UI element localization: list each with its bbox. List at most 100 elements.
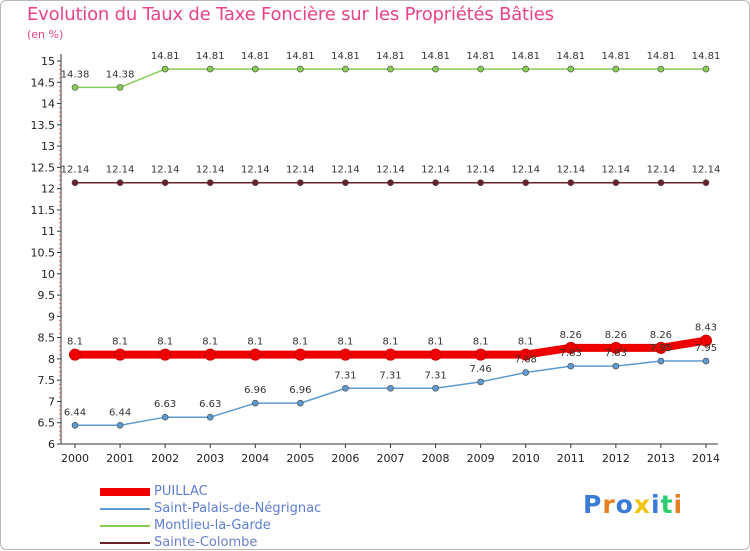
data-label: 12.14: [421, 165, 450, 176]
data-point: [114, 348, 127, 361]
data-point: [294, 348, 307, 361]
series-labels: 8.1 8.1 8.1 8.1 8.1 8.1 8.1 8.1 8.1 8.1 8.1 8.26 8.2…: [67, 323, 717, 348]
data-point: [564, 341, 577, 354]
data-point: [522, 65, 530, 73]
data-label: 14.81: [556, 51, 585, 62]
data-label: 14.81: [692, 51, 721, 62]
data-label: 6.44: [109, 407, 131, 418]
data-label: 6.63: [199, 399, 221, 410]
data-point: [609, 341, 622, 354]
legend-item: PUILLAC: [100, 483, 321, 500]
x-tick-label: 2011: [557, 452, 585, 465]
x-tick-label: 2014: [692, 452, 720, 465]
data-label: 12.14: [376, 165, 405, 176]
data-label: 7.68: [515, 355, 537, 366]
data-label: 7.31: [334, 370, 356, 381]
legend-item: Sainte-Colombe: [100, 534, 321, 551]
data-label: 14.81: [647, 51, 676, 62]
data-point: [657, 65, 665, 73]
series-puillac: [69, 334, 712, 361]
data-point: [567, 179, 575, 187]
data-label: 12.14: [647, 165, 676, 176]
data-point: [702, 65, 710, 73]
data-point: [161, 413, 169, 421]
data-label: 14.81: [421, 51, 450, 62]
data-label: 14.81: [286, 51, 315, 62]
data-point: [519, 348, 532, 361]
data-point: [161, 179, 169, 187]
legend-label: Sainte-Colombe: [154, 534, 258, 550]
data-point: [206, 413, 214, 421]
x-tick-label: 2000: [61, 452, 89, 465]
data-label: 6.96: [244, 385, 266, 396]
legend-item: Saint-Palais-de-Négrignac: [100, 500, 321, 517]
x-tick-label: 2012: [602, 452, 630, 465]
legend-label: PUILLAC: [154, 483, 208, 499]
data-label: 14.81: [241, 51, 270, 62]
data-label: 8.26: [650, 330, 672, 341]
legend-label: Saint-Palais-de-Négrignac: [154, 500, 322, 516]
x-tick-label: 2003: [196, 452, 224, 465]
data-label: 12.14: [466, 165, 495, 176]
data-label: 12.14: [196, 165, 225, 176]
x-tick-label: 2004: [241, 452, 269, 465]
data-label: 12.14: [61, 165, 90, 176]
x-tick-label: 2009: [467, 452, 495, 465]
legend-swatch: [100, 507, 150, 510]
legend-swatch: [100, 487, 150, 496]
data-label: 8.1: [67, 337, 83, 348]
x-tick-label: 2005: [286, 452, 314, 465]
data-label: 8.26: [605, 330, 627, 341]
data-label: 8.1: [247, 337, 263, 348]
data-point: [251, 399, 259, 407]
data-label: 12.14: [556, 165, 585, 176]
y-tick-label: 7: [48, 395, 55, 408]
data-point: [161, 65, 169, 73]
chart-title: Evolution du Taux de Taxe Foncière sur l…: [27, 4, 554, 25]
data-label: 8.1: [157, 337, 173, 348]
data-point: [342, 384, 349, 392]
data-point: [297, 179, 304, 187]
data-point: [657, 357, 665, 365]
logo-letter: r: [602, 490, 616, 519]
logo-letter: P: [583, 490, 603, 519]
x-tick-label: 2001: [106, 452, 134, 465]
data-point: [69, 348, 81, 361]
data-point: [71, 179, 79, 187]
legend-label: Montlieu-la-Garde: [154, 517, 271, 533]
y-tick-label: 12.5: [31, 161, 56, 174]
y-tick-label: 14.5: [31, 76, 56, 89]
x-tick-label: 2006: [331, 452, 359, 465]
data-label: 12.14: [511, 165, 540, 176]
logo-letter: x: [633, 490, 651, 519]
data-label: 8.26: [560, 330, 582, 341]
data-point: [657, 179, 665, 187]
data-point: [612, 65, 620, 73]
data-label: 8.1: [112, 337, 128, 348]
logo-letter: o: [615, 490, 634, 519]
data-point: [432, 384, 439, 392]
x-tick-label: 2002: [151, 452, 179, 465]
data-label: 7.83: [560, 348, 582, 359]
data-label: 7.46: [470, 364, 492, 375]
data-point: [71, 421, 79, 429]
data-point: [477, 378, 484, 386]
series-sainte-colombe: [71, 179, 710, 187]
data-point: [249, 348, 262, 361]
series-layer: 8.1 8.1 8.1 8.1 8.1 8.1 8.1 8.1 8.1 8.1 8.1 8.26 8.2…: [61, 51, 721, 429]
y-tick-label: 10: [41, 268, 55, 281]
data-point: [477, 65, 484, 73]
data-label: 6.44: [64, 407, 86, 418]
series-labels: 12.14 12.14 12.14 12.14 12.14 12.14 12.14 12.14…: [61, 165, 721, 176]
data-label: 12.14: [151, 165, 180, 176]
data-point: [612, 362, 620, 370]
data-point: [477, 179, 484, 187]
data-point: [297, 65, 304, 73]
data-point: [432, 65, 439, 73]
data-label: 14.81: [376, 51, 405, 62]
data-point: [700, 334, 712, 347]
data-label: 12.14: [692, 165, 721, 176]
data-point: [251, 65, 259, 73]
